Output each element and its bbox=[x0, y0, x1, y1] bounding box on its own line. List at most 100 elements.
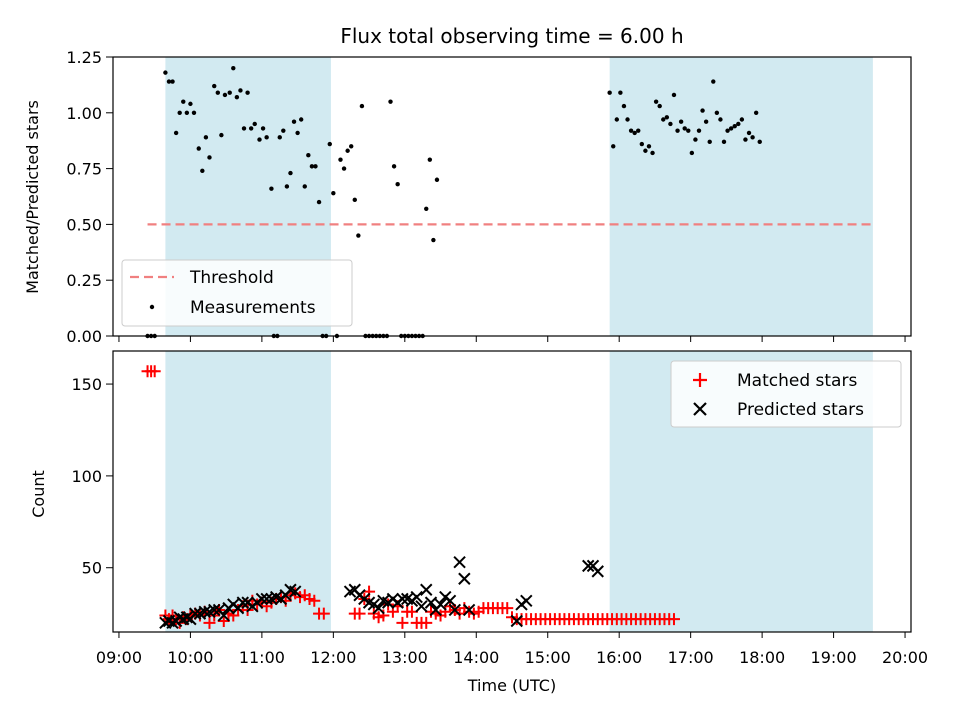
measurement-point bbox=[434, 177, 440, 182]
matched-star-point bbox=[203, 616, 216, 629]
measurement-point bbox=[338, 157, 343, 162]
measurement-point bbox=[395, 182, 400, 187]
top-panel: 0.00 0.25 0.50 0.75 1.00 1.25 Matched/Predict… bbox=[23, 48, 912, 346]
measurement-point bbox=[345, 148, 350, 153]
measurement-point bbox=[207, 155, 212, 160]
measurement-point bbox=[173, 130, 179, 136]
measurement-point bbox=[732, 123, 737, 129]
predicted-star-point bbox=[420, 583, 433, 596]
measurement-point bbox=[188, 101, 193, 107]
measurement-point bbox=[327, 141, 332, 147]
measurement-point bbox=[621, 103, 627, 109]
y-tick-label: 0.25 bbox=[66, 271, 102, 290]
y-tick-label: 1.00 bbox=[66, 104, 102, 123]
bottom-legend: Matched stars Predicted stars bbox=[670, 360, 902, 428]
legend-measurements-label: Measurements bbox=[190, 298, 316, 318]
measurement-point bbox=[636, 128, 641, 133]
measurement-point bbox=[728, 126, 734, 131]
predicted-star-point bbox=[582, 559, 595, 573]
measurement-point bbox=[614, 117, 620, 122]
measurement-point bbox=[269, 186, 274, 191]
predicted-star-point bbox=[410, 590, 423, 604]
predicted-star-point bbox=[434, 598, 447, 611]
measurement-point bbox=[750, 135, 755, 140]
measurement-point bbox=[736, 121, 741, 127]
measurement-point bbox=[650, 150, 655, 156]
predicted-star-point bbox=[591, 565, 604, 578]
measurement-point bbox=[711, 79, 716, 84]
measurement-point bbox=[675, 128, 680, 133]
measurement-point bbox=[227, 90, 232, 95]
matched-star-point bbox=[148, 365, 161, 378]
matched-star-point bbox=[363, 585, 376, 598]
measurement-point bbox=[222, 92, 228, 98]
predicted-star-point bbox=[424, 596, 438, 609]
y-tick-label: 1.25 bbox=[66, 48, 102, 67]
top-axes-frame bbox=[112, 56, 912, 337]
measurement-point bbox=[714, 110, 720, 116]
measurement-point bbox=[309, 164, 315, 169]
predicted-star-point bbox=[458, 572, 471, 585]
measurement-point bbox=[184, 110, 190, 116]
matched-star-point bbox=[353, 607, 366, 620]
measurement-point bbox=[298, 117, 304, 122]
x-tick-label: 15:00 bbox=[525, 648, 571, 667]
measurement-point bbox=[181, 99, 186, 104]
predicted-star-point bbox=[443, 594, 457, 607]
measurement-point bbox=[215, 90, 221, 95]
measurement-point bbox=[725, 128, 730, 133]
bottom-legend-box bbox=[670, 360, 902, 428]
x-tick-label: 14:00 bbox=[453, 648, 499, 667]
measurement-point bbox=[757, 139, 762, 145]
measurement-point bbox=[718, 117, 723, 122]
measurement-point bbox=[284, 184, 290, 189]
measurement-point bbox=[231, 65, 236, 71]
chart-title: Flux total observing time = 6.00 h bbox=[340, 24, 683, 48]
measurement-point bbox=[696, 128, 702, 133]
matched-star-point bbox=[405, 605, 418, 618]
top-legend: Threshold Measurements bbox=[121, 259, 353, 327]
measurement-point bbox=[625, 117, 630, 122]
x-tick-label: 16:00 bbox=[596, 648, 642, 667]
measurement-point bbox=[646, 144, 652, 149]
measurement-point bbox=[349, 144, 354, 149]
bottom-panel: 50 100 150 09:00 10:00 11:00 12:00 13:00 14:00 1… bbox=[29, 350, 928, 695]
matched-star-point bbox=[667, 613, 680, 626]
measurement-point bbox=[281, 128, 286, 133]
bottom-xlabel: Time (UTC) bbox=[467, 676, 556, 695]
x-tick-label: 18:00 bbox=[739, 648, 785, 667]
measurement-point bbox=[628, 128, 634, 133]
predicted-star-point bbox=[208, 603, 221, 617]
measurement-point bbox=[341, 166, 347, 171]
matched-star-point bbox=[308, 594, 321, 607]
measurement-point bbox=[288, 170, 293, 176]
measurement-point bbox=[661, 117, 666, 122]
measurement-point bbox=[359, 103, 365, 109]
predicted-star-point bbox=[198, 605, 211, 619]
measurement-point bbox=[391, 164, 397, 169]
measurement-point bbox=[238, 88, 243, 93]
measurement-point bbox=[203, 135, 209, 140]
predicted-star-point bbox=[236, 596, 250, 609]
measurement-point bbox=[264, 135, 269, 140]
x-tick-label: 19:00 bbox=[811, 648, 857, 667]
predicted-star-point bbox=[453, 556, 466, 569]
measurement-point bbox=[431, 237, 436, 243]
legend-matched-swatch bbox=[693, 373, 707, 387]
bottom-ylabel: Count bbox=[29, 470, 48, 518]
predicted-star-point bbox=[166, 616, 179, 630]
measurement-point bbox=[689, 150, 695, 156]
legend-measurements-swatch bbox=[149, 304, 155, 310]
y-tick-label: 0.50 bbox=[66, 215, 102, 234]
measurement-point bbox=[739, 117, 745, 122]
shaded-interval bbox=[609, 57, 873, 336]
measurement-point bbox=[356, 233, 361, 238]
y-tick-label: 150 bbox=[71, 375, 102, 394]
measurement-point bbox=[260, 126, 266, 131]
predicted-star-point bbox=[510, 614, 523, 628]
matched-star-point bbox=[317, 607, 330, 620]
measurement-point bbox=[166, 79, 172, 84]
predicted-star-point bbox=[372, 601, 385, 615]
measurement-point bbox=[245, 90, 250, 95]
